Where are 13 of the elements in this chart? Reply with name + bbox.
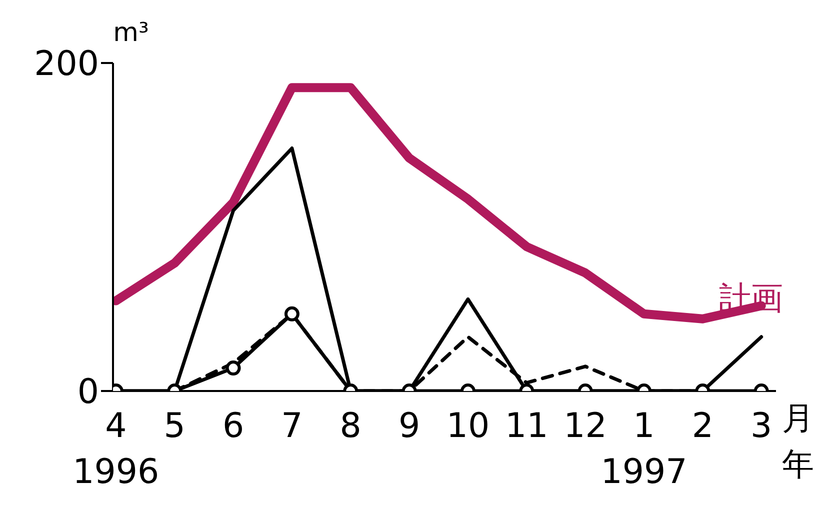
x-tick-label: 9 <box>398 406 420 446</box>
x-axis-title: 月 <box>782 399 814 437</box>
x-tick-label: 3 <box>750 406 772 446</box>
x-tick-label: 11 <box>505 406 548 446</box>
y-axis-title: m³ <box>113 18 149 48</box>
x-tick-label: 10 <box>446 406 490 446</box>
text: 年 <box>782 445 814 483</box>
x-tick-label: 6 <box>222 406 244 446</box>
x-tick-label: 5 <box>164 406 186 446</box>
x-tick-label: 2 <box>692 406 714 446</box>
x-tick-label: 7 <box>281 406 303 446</box>
x-tick-label: 8 <box>340 406 362 446</box>
y-tick-label: 200 <box>34 44 99 84</box>
